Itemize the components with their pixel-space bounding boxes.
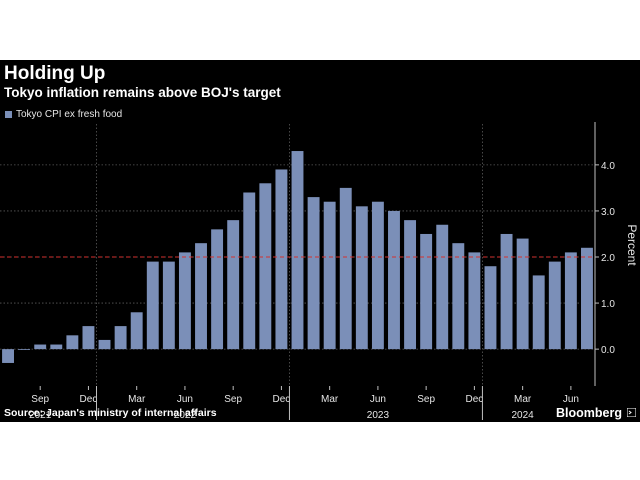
y-tick-label: 3.0 [601, 207, 615, 218]
x-tick-label: Dec [465, 394, 483, 405]
y-axis-title: Percent [625, 224, 639, 266]
bar-2021-09 [34, 344, 47, 350]
bar-2024-04 [532, 275, 545, 350]
x-tick-label: Mar [128, 394, 146, 405]
bar-2024-07 [581, 247, 593, 350]
year-label: 2022 [174, 410, 197, 421]
year-label: 2021 [29, 410, 52, 421]
y-tick-label: 0.0 [601, 345, 615, 356]
bar-chart: 0.0 1.0 2.0 3.0 4.0 Percent Sep Dec Mar Jun Sep Dec… [0, 122, 639, 421]
bar-2024-01 [484, 266, 497, 350]
bar-2023-01 [291, 151, 304, 350]
chart-subtitle: Tokyo inflation remains above BOJ's targ… [4, 85, 281, 100]
x-tick-label: Mar [321, 394, 339, 405]
bar-2022-02 [114, 326, 127, 350]
bar-2022-09 [227, 220, 240, 350]
year-label: 2024 [512, 410, 535, 421]
bar-2023-10 [436, 224, 449, 350]
bar-2023-03 [323, 201, 336, 350]
bar-2024-06 [564, 252, 577, 350]
bar-2022-11 [259, 183, 272, 350]
bar-2022-10 [243, 192, 256, 350]
axis-layer: 0.0 1.0 2.0 3.0 4.0 Percent Sep Dec Mar Jun Sep Dec… [29, 122, 639, 421]
y-tick-label: 2.0 [601, 253, 615, 264]
bar-2021-07 [2, 349, 14, 363]
legend-label: Tokyo CPI ex fresh food [16, 109, 123, 120]
x-tick-label: Dec [80, 394, 98, 405]
y-tick-label: 1.0 [601, 299, 615, 310]
y-tick-label: 4.0 [601, 161, 615, 172]
x-tick-label: Dec [273, 394, 291, 405]
bar-2024-02 [500, 233, 513, 350]
x-tick-label: Jun [563, 394, 579, 405]
bar-2024-03 [516, 238, 529, 350]
x-tick-label: Sep [417, 394, 435, 405]
brand-logo: Bloomberg [556, 406, 622, 420]
bar-2022-03 [130, 312, 143, 350]
bar-2023-02 [307, 197, 320, 350]
bar-2023-12 [468, 252, 481, 350]
bar-2022-07 [195, 243, 207, 350]
bar-2022-01 [98, 339, 111, 350]
bar-2023-08 [404, 220, 417, 350]
bar-2024-05 [548, 261, 561, 350]
bar-2023-05 [355, 206, 368, 350]
chart-title: Holding Up [4, 63, 106, 84]
legend: Tokyo CPI ex fresh food [5, 109, 122, 120]
x-tick-label: Mar [514, 394, 532, 405]
legend-swatch [5, 111, 12, 118]
source-note: Source: Japan's ministry of internal aff… [4, 407, 217, 419]
bar-2021-10 [50, 344, 63, 350]
x-tick-label: Sep [224, 394, 242, 405]
bar-2021-11 [66, 335, 79, 350]
bars-layer [2, 151, 593, 363]
bar-2023-11 [452, 243, 465, 350]
bar-2022-06 [178, 252, 191, 350]
bar-2022-04 [146, 261, 159, 350]
bar-2023-07 [388, 210, 400, 350]
x-tick-label: Jun [370, 394, 386, 405]
x-tick-label: Jun [177, 394, 193, 405]
x-tick-label: Sep [31, 394, 49, 405]
chart-card: Holding Up Tokyo inflation remains above… [0, 60, 640, 422]
bar-2022-08 [211, 229, 224, 350]
bar-2023-04 [339, 187, 352, 350]
bar-2022-12 [275, 169, 288, 350]
bar-2023-09 [420, 233, 433, 350]
terminal-icon [627, 408, 636, 417]
bar-2022-05 [162, 261, 175, 350]
bar-2021-12 [82, 326, 95, 350]
year-label: 2023 [367, 410, 390, 421]
bar-2023-06 [371, 201, 384, 350]
bar-2021-08 [18, 349, 31, 350]
